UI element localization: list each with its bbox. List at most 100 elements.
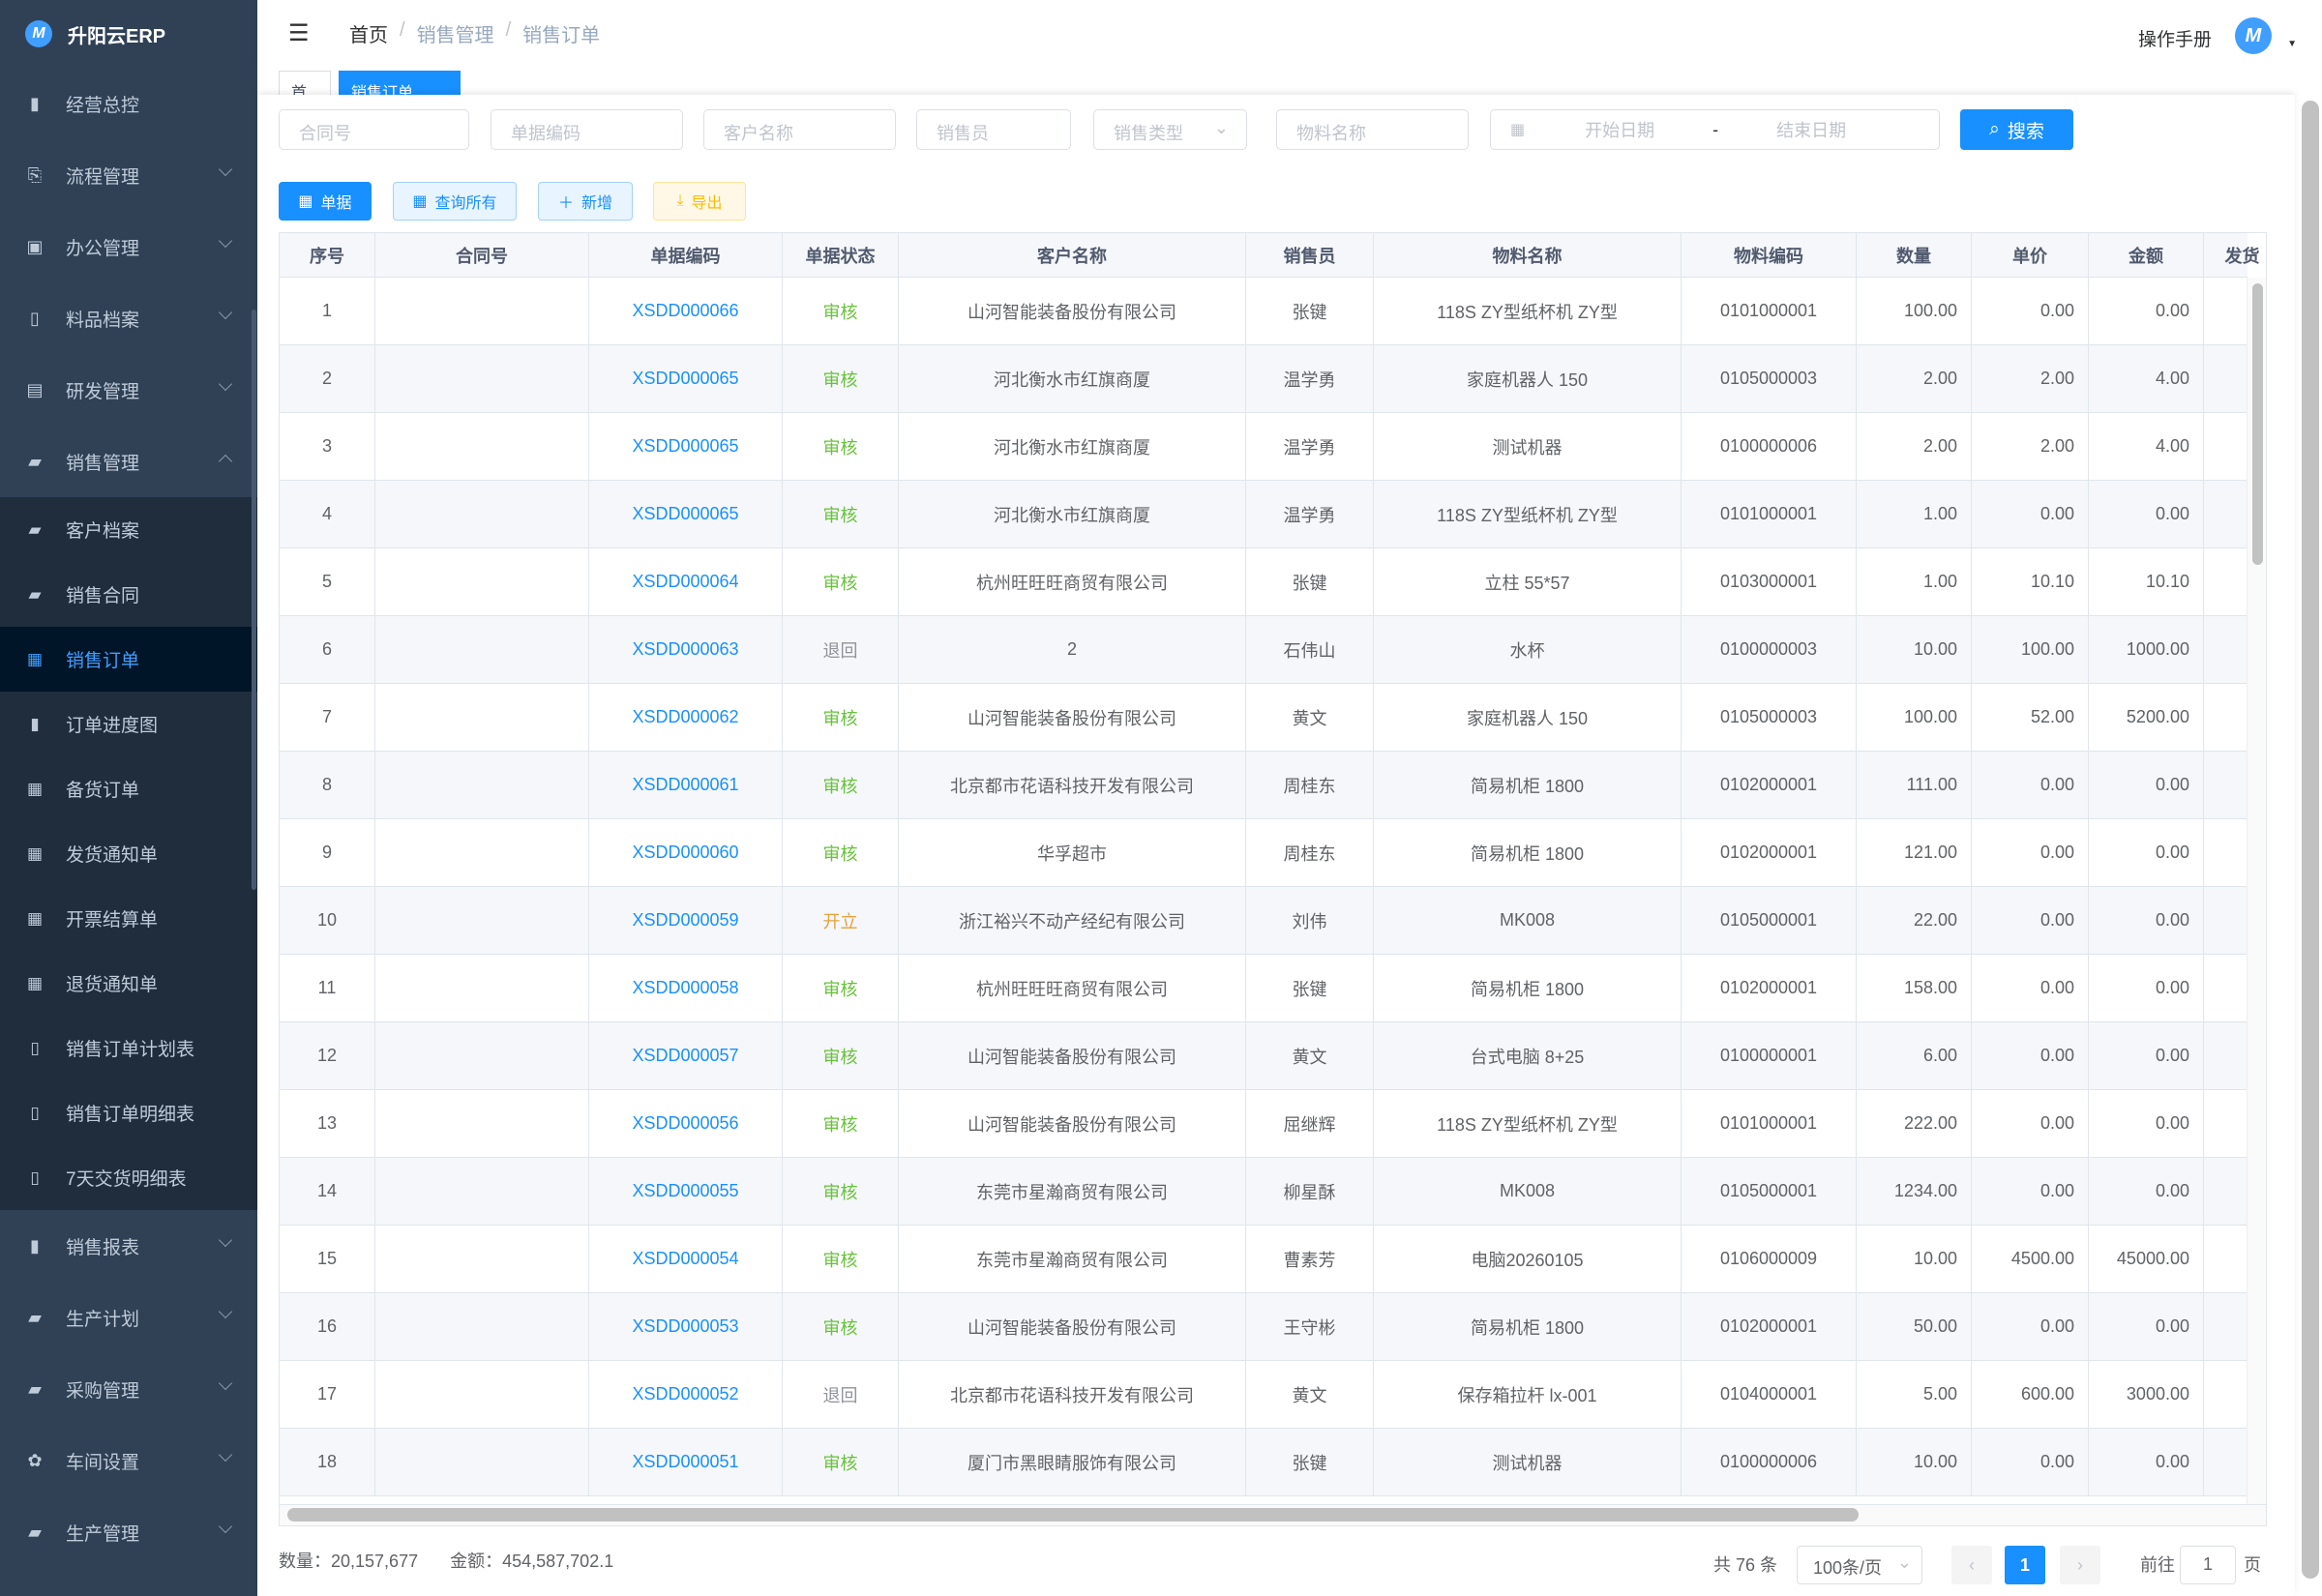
- sidebar-item[interactable]: ▰ 销售管理: [0, 426, 257, 497]
- sidebar-scrollbar[interactable]: [252, 310, 256, 890]
- manual-link[interactable]: 操作手册: [2137, 30, 2212, 50]
- tab-home[interactable]: 首页: [279, 71, 331, 95]
- start-date-input[interactable]: 开始日期: [1585, 121, 1655, 140]
- add-button[interactable]: ＋ 新增: [538, 182, 633, 221]
- table-row[interactable]: 18 XSDD000051 审核 厦门市黑眼睛服饰有限公司 张键 测试机器 01000000…: [280, 1429, 2248, 1496]
- table-row[interactable]: 13 XSDD000056 审核 山河智能装备股份有限公司 屈继辉 118S ZY型纸杯机…: [280, 1090, 2248, 1158]
- sidebar-subitem[interactable]: ▯ 销售订单明细表: [0, 1080, 257, 1145]
- prev-page-button[interactable]: ‹: [1951, 1546, 1992, 1584]
- column-header-index[interactable]: 序号: [280, 233, 375, 277]
- table-row[interactable]: 12 XSDD000057 审核 山河智能装备股份有限公司 黄文 台式电脑 8+25 010…: [280, 1022, 2248, 1090]
- cell-doc-code[interactable]: XSDD000054: [589, 1226, 783, 1292]
- end-date-input[interactable]: 结束日期: [1776, 121, 1847, 140]
- cell-doc-code[interactable]: XSDD000060: [589, 819, 783, 886]
- column-header-material-code[interactable]: 物料编码: [1682, 233, 1857, 277]
- column-header-amount[interactable]: 金额: [2089, 233, 2204, 277]
- cell-doc-code[interactable]: XSDD000059: [589, 887, 783, 954]
- sidebar-subitem[interactable]: ▦ 发货通知单: [0, 821, 257, 886]
- sidebar-subitem[interactable]: ▯ 销售订单计划表: [0, 1016, 257, 1080]
- table-row[interactable]: 8 XSDD000061 审核 北京都市花语科技开发有限公司 周桂东 简易机柜 1800 0…: [280, 752, 2248, 819]
- cell-doc-code[interactable]: XSDD000066: [589, 278, 783, 344]
- table-horizontal-scrollbar[interactable]: [280, 1504, 2266, 1525]
- sidebar-subitem[interactable]: ▦ 备货订单: [0, 756, 257, 821]
- sidebar-item[interactable]: ▣ 办公管理: [0, 211, 257, 282]
- cell-doc-code[interactable]: XSDD000063: [589, 616, 783, 683]
- goto-page-input[interactable]: 1: [2180, 1546, 2236, 1584]
- avatar[interactable]: M: [2235, 17, 2272, 54]
- contract-input[interactable]: 合同号: [279, 109, 469, 150]
- sidebar-item[interactable]: ▰ 采购管理: [0, 1353, 257, 1425]
- search-button[interactable]: ⌕ 搜索: [1960, 109, 2073, 150]
- material-input[interactable]: 物料名称: [1276, 109, 1469, 150]
- column-header-shipping[interactable]: 发货: [2204, 233, 2266, 277]
- cell-doc-code[interactable]: XSDD000056: [589, 1090, 783, 1157]
- sidebar-subitem[interactable]: ▮ 订单进度图: [0, 692, 257, 756]
- sidebar-subitem[interactable]: ▰ 销售合同: [0, 562, 257, 627]
- cell-doc-code[interactable]: XSDD000051: [589, 1429, 783, 1495]
- sidebar-item[interactable]: ✿ 车间设置: [0, 1425, 257, 1496]
- table-row[interactable]: 9 XSDD000060 审核 华孚超市 周桂东 简易机柜 1800 0102000001 1…: [280, 819, 2248, 887]
- caret-down-icon[interactable]: ▼: [2287, 39, 2297, 49]
- table-row[interactable]: 10 XSDD000059 开立 浙江裕兴不动产经纪有限公司 刘伟 MK008 010500…: [280, 887, 2248, 955]
- scrollbar-thumb[interactable]: [2252, 283, 2263, 565]
- sidebar-item[interactable]: ▮ 经营总控: [0, 68, 257, 139]
- sidebar-subitem[interactable]: ▦ 开票结算单: [0, 886, 257, 951]
- sidebar-item[interactable]: ▮ 销售报表: [0, 1210, 257, 1282]
- cell-doc-code[interactable]: XSDD000061: [589, 752, 783, 818]
- export-button[interactable]: ⤓ 导出: [653, 182, 746, 221]
- page-scrollbar[interactable]: [2302, 101, 2319, 1579]
- table-row[interactable]: 16 XSDD000053 审核 山河智能装备股份有限公司 王守彬 简易机柜 1800 01…: [280, 1293, 2248, 1361]
- column-header-unit-price[interactable]: 单价: [1972, 233, 2089, 277]
- cell-doc-code[interactable]: XSDD000058: [589, 955, 783, 1021]
- app-logo[interactable]: M 升阳云ERP: [0, 0, 257, 68]
- cell-doc-code[interactable]: XSDD000062: [589, 684, 783, 751]
- sidebar-subitem[interactable]: ▰ 客户档案: [0, 497, 257, 562]
- cell-doc-code[interactable]: XSDD000065: [589, 345, 783, 412]
- column-header-quantity[interactable]: 数量: [1857, 233, 1972, 277]
- column-header-salesman[interactable]: 销售员: [1246, 233, 1374, 277]
- sidebar-item[interactable]: ▤ 研发管理: [0, 354, 257, 426]
- breadcrumb-home[interactable]: 首页: [349, 25, 388, 46]
- sidebar-item[interactable]: ▯ 料品档案: [0, 282, 257, 354]
- tab-sales-order[interactable]: 销售订单: [339, 71, 461, 95]
- column-header-doc-code[interactable]: 单据编码: [589, 233, 783, 277]
- next-page-button[interactable]: ›: [2060, 1546, 2100, 1584]
- cell-doc-code[interactable]: XSDD000053: [589, 1293, 783, 1360]
- sidebar-subitem[interactable]: ▯ 7天交货明细表: [0, 1145, 257, 1210]
- column-header-status[interactable]: 单据状态: [783, 233, 899, 277]
- table-row[interactable]: 1 XSDD000066 审核 山河智能装备股份有限公司 张键 118S ZY型纸杯机 Z…: [280, 278, 2248, 345]
- page-size-select[interactable]: 100条/页 ⌄: [1797, 1546, 1922, 1584]
- sidebar-subitem[interactable]: ▦ 退货通知单: [0, 951, 257, 1016]
- date-range-picker[interactable]: ▦ 开始日期 - 结束日期: [1490, 109, 1940, 150]
- column-header-material-name[interactable]: 物料名称: [1374, 233, 1682, 277]
- sales-type-select[interactable]: 销售类型 ⌄: [1093, 109, 1247, 150]
- table-row[interactable]: 5 XSDD000064 审核 杭州旺旺旺商贸有限公司 张键 立柱 55*57 010300…: [280, 548, 2248, 616]
- cell-doc-code[interactable]: XSDD000055: [589, 1158, 783, 1225]
- cell-doc-code[interactable]: XSDD000065: [589, 481, 783, 547]
- query-all-button[interactable]: ▦ 查询所有: [393, 182, 517, 221]
- sidebar-item[interactable]: ▰ 生产管理: [0, 1496, 257, 1568]
- doc-button[interactable]: ▦ 单据: [279, 182, 372, 221]
- salesman-input[interactable]: 销售员: [916, 109, 1071, 150]
- customer-input[interactable]: 客户名称: [703, 109, 896, 150]
- table-row[interactable]: 2 XSDD000065 审核 河北衡水市红旗商厦 温学勇 家庭机器人 150 010500…: [280, 345, 2248, 413]
- table-row[interactable]: 7 XSDD000062 审核 山河智能装备股份有限公司 黄文 家庭机器人 150 0105…: [280, 684, 2248, 752]
- column-header-customer[interactable]: 客户名称: [899, 233, 1246, 277]
- page-1-button[interactable]: 1: [2005, 1546, 2045, 1584]
- table-row[interactable]: 14 XSDD000055 审核 东莞市星瀚商贸有限公司 柳星酥 MK008 0105000…: [280, 1158, 2248, 1226]
- scrollbar-thumb[interactable]: [287, 1508, 1859, 1522]
- table-row[interactable]: 11 XSDD000058 审核 杭州旺旺旺商贸有限公司 张键 简易机柜 1800 0102…: [280, 955, 2248, 1022]
- cell-doc-code[interactable]: XSDD000065: [589, 413, 783, 480]
- table-row[interactable]: 3 XSDD000065 审核 河北衡水市红旗商厦 温学勇 测试机器 0100000006 2…: [280, 413, 2248, 481]
- table-row[interactable]: 17 XSDD000052 退回 北京都市花语科技开发有限公司 黄文 保存箱拉杆 lx-0…: [280, 1361, 2248, 1429]
- sidebar-item[interactable]: ▰ 加工车间: [0, 1568, 257, 1596]
- sidebar-item[interactable]: ▰ 生产计划: [0, 1282, 257, 1353]
- sidebar-subitem[interactable]: ▦ 销售订单: [0, 627, 257, 692]
- column-header-contract[interactable]: 合同号: [375, 233, 589, 277]
- cell-doc-code[interactable]: XSDD000052: [589, 1361, 783, 1428]
- sidebar-item[interactable]: ⎘ 流程管理: [0, 139, 257, 211]
- table-row[interactable]: 15 XSDD000054 审核 东莞市星瀚商贸有限公司 曹素芳 电脑20260105 01…: [280, 1226, 2248, 1293]
- table-row[interactable]: 4 XSDD000065 审核 河北衡水市红旗商厦 温学勇 118S ZY型纸杯机 ZY型…: [280, 481, 2248, 548]
- cell-doc-code[interactable]: XSDD000064: [589, 548, 783, 615]
- hamburger-icon[interactable]: ☰: [288, 20, 310, 46]
